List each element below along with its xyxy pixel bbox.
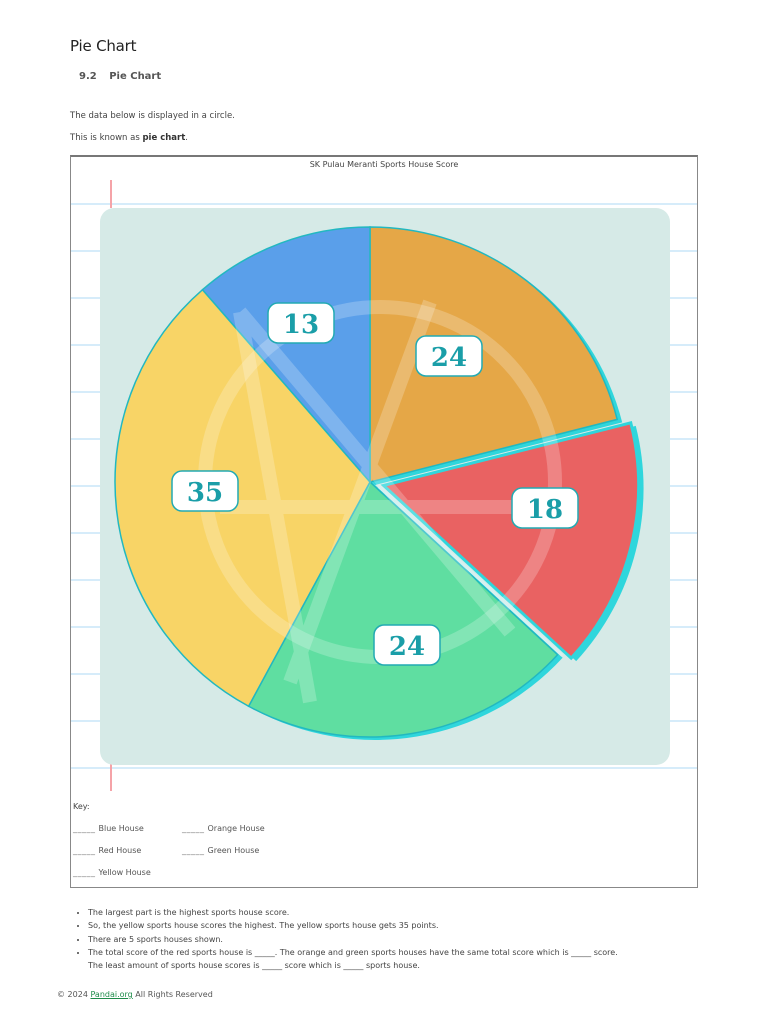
key-item-red: _____ Red House — [73, 846, 141, 855]
pie-value-label: 24 — [415, 335, 483, 377]
pie-chart: 24 18 24 35 13 — [100, 208, 670, 765]
pie-value-label: 18 — [511, 487, 579, 529]
svg-text:24: 24 — [389, 632, 425, 662]
page-title: Pie Chart — [70, 37, 137, 55]
key-label: Green House — [207, 846, 260, 855]
paper-margin-line — [110, 761, 112, 791]
intro-text-2-prefix: This is known as — [70, 133, 143, 143]
key-blank: _____ — [73, 846, 96, 855]
key-label: Blue House — [98, 824, 144, 833]
pie-value-label: 13 — [267, 302, 335, 344]
svg-text:35: 35 — [187, 478, 223, 508]
section-title-text: Pie Chart — [109, 71, 162, 82]
key-label: Red House — [98, 846, 142, 855]
svg-text:13: 13 — [283, 310, 319, 340]
key-blank: _____ — [182, 846, 205, 855]
key-blank: _____ — [182, 824, 205, 833]
chart-title: SK Pulau Meranti Sports House Score — [309, 160, 459, 169]
paper-margin-line — [110, 180, 112, 208]
section-title: 9.2 Pie Chart — [79, 71, 161, 82]
key-title: Key: — [73, 802, 90, 811]
key-blank: _____ — [73, 868, 96, 877]
pandai-link[interactable]: Pandai.org — [90, 990, 133, 999]
key-item-blue: _____ Blue House — [73, 824, 144, 833]
explode-gap — [377, 485, 564, 657]
intro-text-2-suffix: . — [185, 133, 188, 143]
pie-slice-orange-house — [369, 226, 619, 483]
intro-text-2: This is known as pie chart. — [70, 133, 188, 143]
notes-list: The largest part is the highest sports h… — [78, 906, 718, 972]
note-item: So, the yellow sports house scores the h… — [88, 919, 718, 932]
intro-text-2-bold: pie chart — [142, 133, 186, 143]
pie-value-label: 35 — [171, 470, 239, 512]
note-item: There are 5 sports houses shown. — [88, 933, 718, 946]
intro-text-1: The data below is displayed in a circle. — [70, 111, 235, 121]
svg-text:24: 24 — [431, 343, 467, 373]
pie-value-label: 24 — [373, 624, 441, 666]
note-text: The total score of the red sports house … — [88, 947, 618, 957]
rights-text: All Rights Reserved — [132, 990, 213, 999]
paper-line — [71, 203, 697, 205]
pie-slice-red-house — [380, 421, 641, 661]
note-text: The least amount of sports house scores … — [88, 961, 420, 971]
note-item: The largest part is the highest sports h… — [88, 906, 718, 919]
key-label: Orange House — [207, 824, 265, 833]
section-number: 9.2 — [79, 71, 97, 82]
paper-line — [71, 767, 697, 769]
chart-frame: 24 18 24 35 13 SK Pulau Meranti Sports House… — [70, 155, 698, 888]
key-label: Yellow House — [98, 868, 151, 877]
pie-slice-green-house — [247, 480, 559, 738]
key-blank: _____ — [73, 824, 96, 833]
note-item: The total score of the red sports house … — [88, 946, 718, 973]
key-item-orange: _____ Orange House — [182, 824, 265, 833]
pie-slice-yellow-house — [114, 288, 371, 708]
pie-slice-blue-house — [201, 226, 371, 485]
svg-text:18: 18 — [527, 495, 563, 525]
footer: © 2024 Pandai.org All Rights Reserved — [57, 990, 213, 999]
key-item-yellow: _____ Yellow House — [73, 868, 151, 877]
copyright-text: © 2024 — [57, 990, 91, 999]
key-item-green: _____ Green House — [182, 846, 259, 855]
